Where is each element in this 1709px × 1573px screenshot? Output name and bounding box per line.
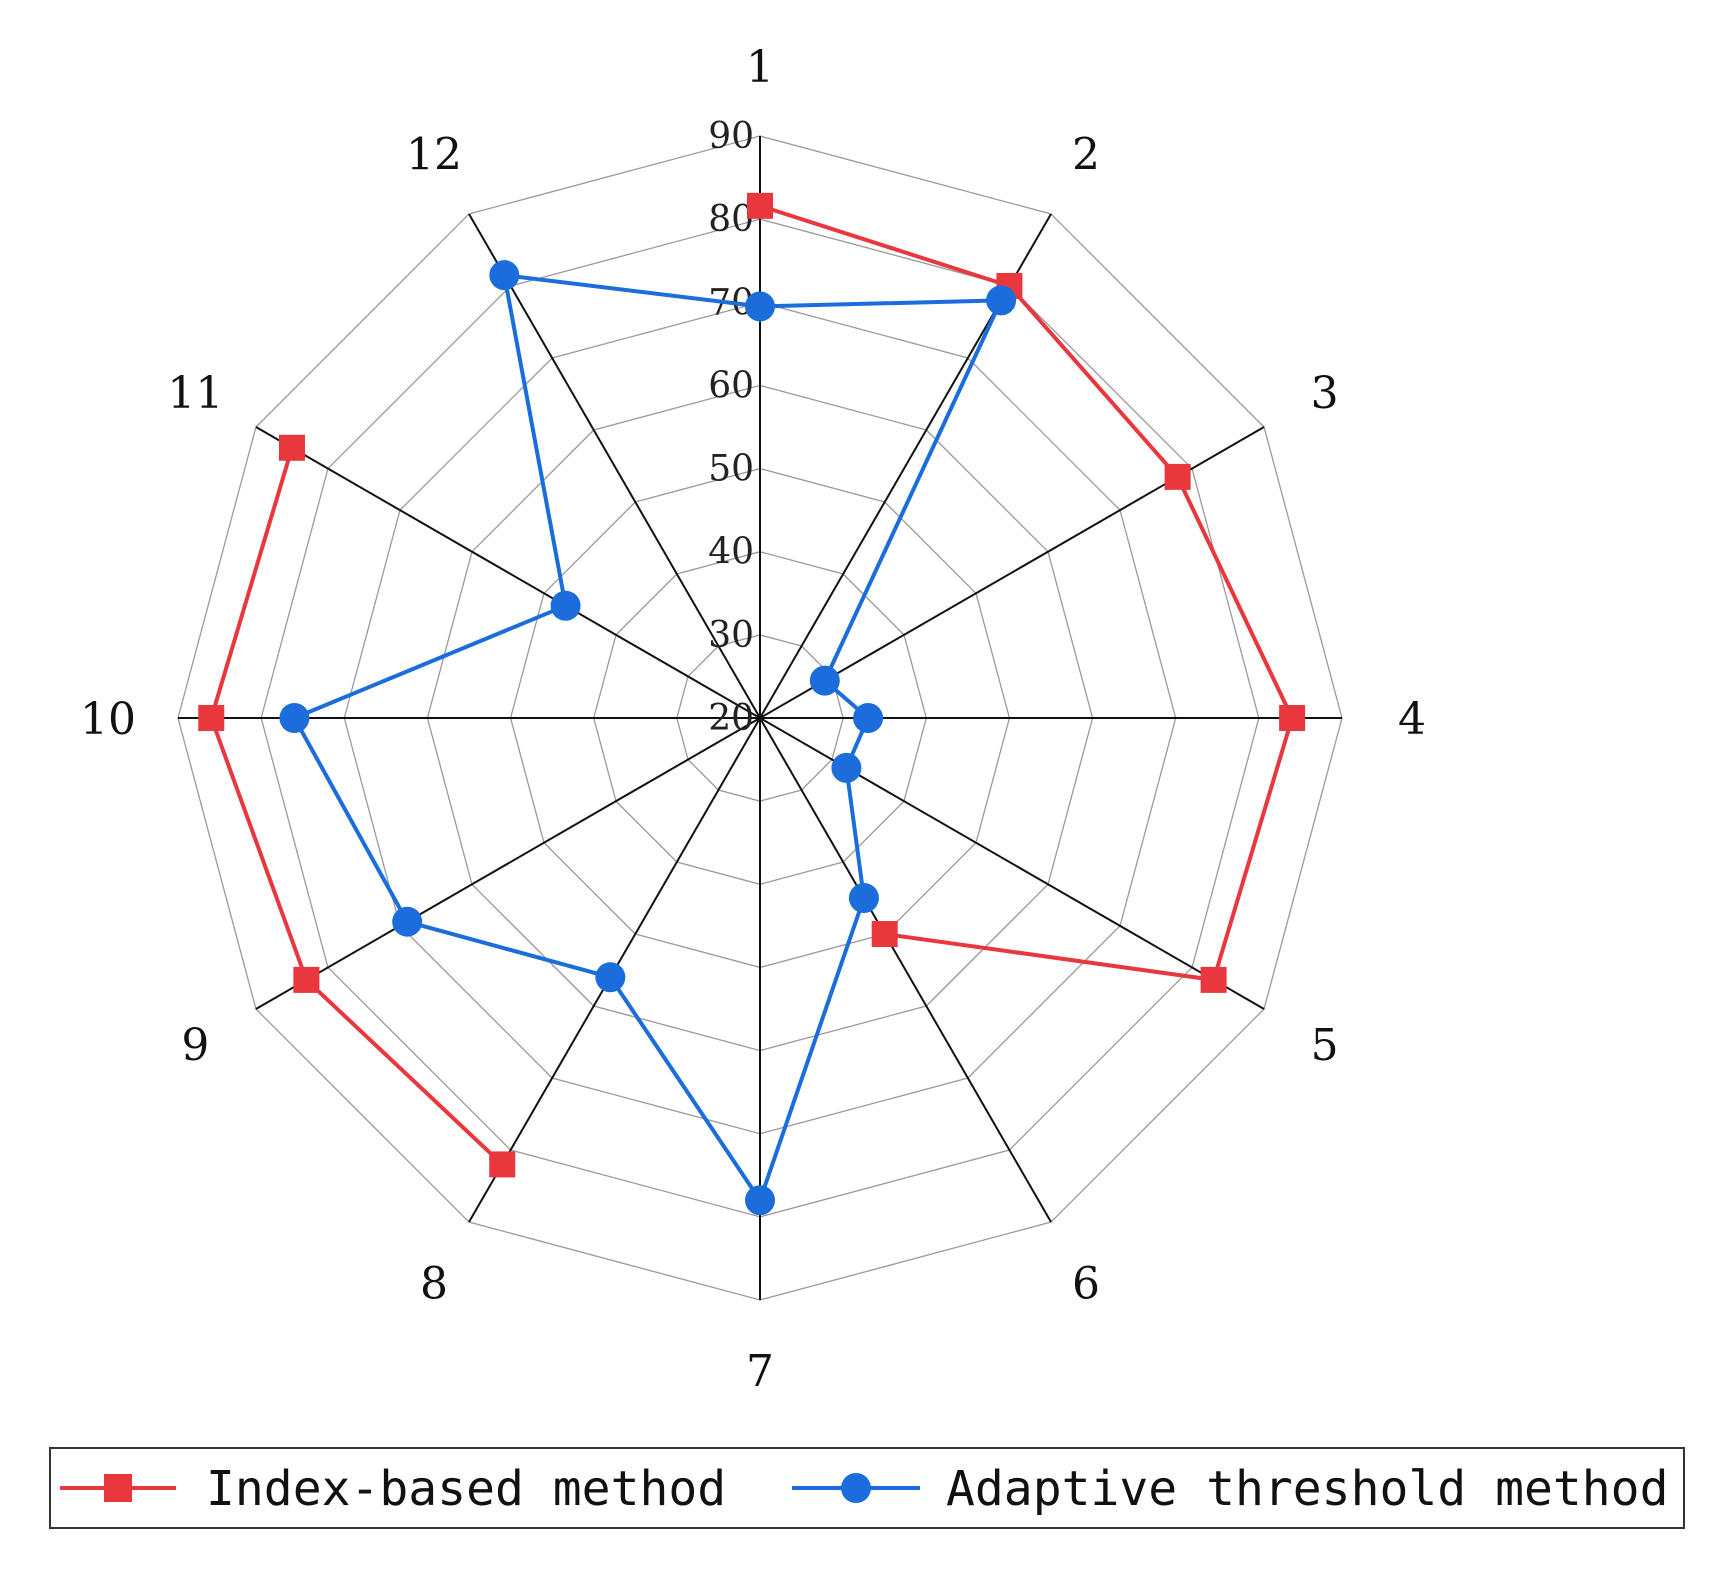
category-label: 6: [1072, 1259, 1100, 1310]
category-label: 7: [746, 1346, 774, 1397]
legend: Index-based method Adaptive threshold me…: [49, 1447, 1685, 1529]
category-label: 1: [746, 42, 774, 93]
category-label: 3: [1311, 368, 1339, 419]
data-point-circle: [986, 285, 1017, 316]
data-point-square: [1200, 966, 1227, 993]
data-point-circle: [392, 906, 423, 937]
data-point-square: [1279, 705, 1306, 731]
category-label: 2: [1072, 129, 1100, 180]
category-label: 8: [420, 1259, 448, 1310]
tick-label: 30: [708, 615, 754, 656]
legend-label-adaptive-threshold: Adaptive threshold method: [946, 1461, 1668, 1517]
data-point-square: [198, 705, 225, 731]
data-point-square: [871, 921, 898, 948]
axis-spoke: [468, 213, 761, 719]
data-point-circle: [745, 1185, 775, 1216]
axis-spoke: [759, 717, 1052, 1223]
legend-item-index-based: Index-based method: [60, 1461, 726, 1517]
data-point-square: [489, 1151, 516, 1178]
tick-label: 80: [708, 199, 754, 240]
series-line: [209, 447, 504, 1166]
data-point-circle: [853, 703, 884, 733]
data-point-circle: [809, 665, 840, 696]
tick-label: 40: [708, 532, 754, 573]
category-label: 4: [1398, 694, 1426, 745]
series-layer: [198, 192, 1306, 1216]
axis-spoke: [255, 426, 761, 719]
data-point-square: [747, 192, 773, 219]
category-label: 10: [80, 694, 136, 745]
legend-label-index-based: Index-based method: [206, 1461, 726, 1517]
legend-item-adaptive-threshold: Adaptive threshold method: [792, 1461, 1668, 1517]
tick-label: 50: [708, 449, 754, 490]
data-point-circle: [848, 883, 879, 914]
tick-label: 60: [708, 365, 754, 406]
series-adaptive-threshold: [279, 260, 1017, 1216]
legend-marker-square: [104, 1474, 132, 1502]
data-point-circle: [279, 703, 310, 733]
series-index-based: [198, 192, 1306, 1178]
category-label: 9: [181, 1020, 209, 1071]
data-point-square: [1164, 463, 1191, 490]
series-line: [759, 203, 1295, 982]
data-point-circle: [595, 962, 626, 993]
data-point-circle: [745, 291, 775, 322]
category-label: 11: [167, 368, 223, 419]
data-point-square: [278, 434, 305, 461]
tick-label: 90: [708, 116, 754, 157]
category-label: 5: [1311, 1020, 1339, 1071]
data-point-circle: [489, 260, 520, 291]
series-line: [292, 273, 1004, 1203]
data-point-circle: [831, 752, 862, 783]
tick-label: 20: [708, 698, 754, 739]
data-point-circle: [550, 590, 581, 621]
category-label: 12: [406, 129, 462, 180]
axis-spoke: [255, 717, 761, 1010]
legend-marker-circle: [841, 1473, 871, 1503]
data-point-square: [293, 966, 320, 993]
